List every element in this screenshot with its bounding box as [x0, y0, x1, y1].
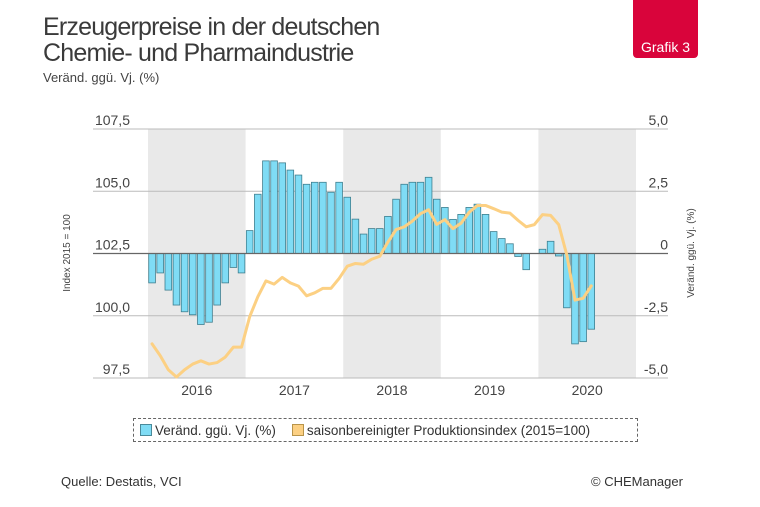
bar — [180, 253, 189, 313]
bar — [392, 198, 400, 254]
bar — [367, 228, 376, 254]
right-axis-label: Veränd. ggü. Vj. (%) — [686, 208, 697, 298]
bar — [400, 183, 408, 254]
bar — [286, 169, 295, 254]
legend-item-line: saisonbereinigter Produktionsindex (2015… — [291, 422, 591, 438]
bar — [270, 160, 278, 254]
right-tick-label: 0 — [660, 237, 668, 253]
bar — [481, 214, 490, 254]
bar — [319, 181, 327, 254]
bar — [278, 162, 286, 254]
right-tick-label: 5,0 — [649, 112, 669, 128]
right-tick-label: 2,5 — [649, 174, 669, 190]
bar — [359, 233, 368, 254]
legend: Veränd. ggü. Vj. (%) saisonbereinigter P… — [133, 418, 638, 442]
bar — [310, 181, 319, 254]
legend-swatch-bars — [140, 424, 152, 436]
bar — [416, 181, 425, 254]
bar — [254, 193, 262, 254]
bar — [237, 253, 246, 274]
bar — [229, 253, 238, 268]
bar — [188, 253, 197, 316]
year-label: 2018 — [376, 382, 407, 398]
legend-swatch-line — [291, 424, 304, 436]
line-series — [150, 203, 593, 379]
bar — [327, 191, 335, 254]
production-index-line — [150, 203, 593, 379]
bar — [546, 240, 555, 254]
left-axis-ticks: 97,5 100,0 102,5 105,0 107,5 — [95, 112, 130, 377]
legend-item-bars: Veränd. ggü. Vj. (%) — [140, 423, 276, 438]
bar — [213, 253, 221, 306]
bar — [489, 231, 498, 254]
bar — [148, 253, 156, 284]
bar — [351, 218, 360, 254]
right-tick-label: -5,0 — [644, 361, 668, 377]
year-label: 2016 — [181, 382, 212, 398]
bar — [506, 243, 514, 254]
chart-title-line-2: Chemie- und Pharmaindustrie — [43, 39, 354, 67]
bar — [538, 248, 547, 254]
x-axis-ticks: 2016 2017 2018 2019 2020 — [181, 382, 603, 398]
left-tick-label: 105,0 — [95, 174, 130, 190]
figure-badge: Grafik 3 — [633, 0, 698, 58]
bar — [441, 207, 449, 254]
legend-label-bars: Veränd. ggü. Vj. (%) — [155, 422, 276, 438]
bar — [197, 253, 205, 325]
bar — [343, 196, 351, 254]
bar — [221, 253, 229, 284]
source-note: Quelle: Destatis, VCI — [61, 474, 182, 489]
left-tick-label: 107,5 — [95, 112, 130, 128]
bar — [156, 253, 164, 274]
chart-title-line-1: Erzeugerpreise in der deutschen — [43, 13, 380, 41]
bar — [205, 253, 213, 323]
left-tick-label: 100,0 — [95, 299, 130, 315]
bar — [498, 238, 506, 254]
year-label: 2019 — [474, 382, 505, 398]
bar — [172, 253, 181, 306]
legend-label-line: saisonbereinigter Produktionsindex (2015… — [306, 422, 591, 438]
figure-badge-label: Grafik 3 — [640, 39, 690, 55]
left-tick-label: 97,5 — [103, 361, 130, 377]
chart-subtitle: Veränd. ggü. Vj. (%) — [43, 70, 160, 85]
bar — [262, 160, 270, 254]
left-tick-label: 102,5 — [95, 237, 130, 253]
bar — [164, 253, 173, 291]
right-axis-ticks: -5,0 -2,5 0 2,5 5,0 — [644, 112, 668, 377]
year-label: 2020 — [572, 382, 603, 398]
bar — [245, 230, 254, 254]
bar — [302, 183, 311, 254]
year-label: 2017 — [279, 382, 310, 398]
bar — [473, 203, 482, 254]
bar — [432, 198, 441, 254]
right-tick-label: -2,5 — [644, 299, 668, 315]
left-axis-label: Index 2015 = 100 — [62, 214, 73, 292]
bar — [335, 181, 343, 254]
copyright-note: © CHEManager — [591, 474, 683, 489]
chart-canvas: 97,5 100,0 102,5 105,0 107,5 -5,0 -2,5 0 2,5 5,0… — [62, 112, 697, 398]
chart-title: Erzeugerpreise in der deutschen Chemie- … — [43, 14, 380, 66]
bar — [294, 174, 303, 254]
bar — [522, 253, 530, 271]
